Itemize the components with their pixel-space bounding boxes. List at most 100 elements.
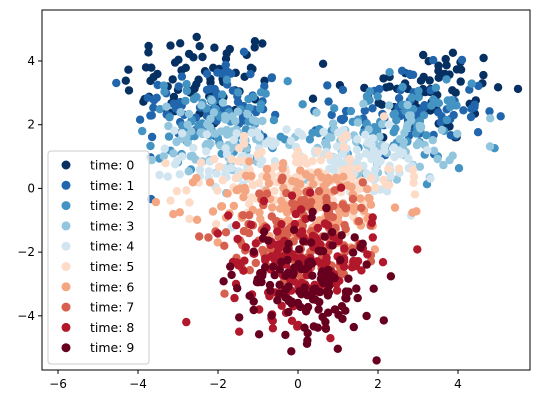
data-point (373, 92, 382, 101)
data-point (348, 194, 358, 204)
data-point (445, 102, 455, 112)
data-point (210, 43, 219, 52)
data-point (138, 126, 147, 136)
data-point (345, 163, 355, 172)
data-point (224, 211, 233, 220)
data-point (202, 69, 212, 79)
data-point (205, 122, 215, 132)
data-point (244, 94, 253, 104)
data-point (429, 146, 439, 155)
data-point (362, 260, 371, 269)
data-point (330, 305, 340, 314)
data-point (296, 157, 305, 167)
data-point (322, 257, 331, 266)
data-point (354, 217, 364, 226)
data-point (336, 183, 346, 192)
data-point (375, 132, 384, 141)
data-point (202, 139, 212, 149)
data-point (372, 356, 381, 365)
data-point (177, 152, 187, 161)
data-point (336, 115, 346, 124)
data-point (213, 186, 222, 195)
data-point (306, 188, 315, 197)
data-point (147, 132, 157, 142)
data-point (470, 103, 479, 112)
data-point (384, 180, 394, 190)
data-point (213, 238, 222, 247)
legend-label: time: 7 (90, 300, 134, 315)
data-point (485, 107, 494, 116)
data-point (298, 100, 307, 109)
data-point (235, 313, 244, 322)
data-point (318, 59, 328, 68)
data-point (246, 69, 255, 79)
data-point (210, 154, 219, 164)
data-point (258, 116, 267, 126)
data-point (192, 92, 201, 102)
data-point (337, 231, 346, 240)
data-point (169, 209, 178, 219)
data-point (267, 212, 276, 221)
data-point (147, 155, 156, 165)
data-point (354, 164, 363, 173)
data-point (397, 66, 407, 76)
data-point (189, 143, 198, 153)
data-point (323, 308, 333, 317)
data-point (112, 78, 121, 88)
data-point (249, 297, 258, 306)
data-point (170, 126, 179, 135)
data-point (209, 108, 219, 117)
data-point (176, 39, 185, 48)
data-point (284, 297, 294, 306)
x-tick-label: 4 (454, 377, 462, 391)
data-point (270, 270, 279, 280)
data-point (195, 232, 204, 241)
data-point (357, 203, 366, 213)
data-point (347, 263, 357, 272)
data-point (448, 86, 457, 95)
data-point (485, 142, 495, 151)
data-point (429, 55, 438, 65)
data-point (414, 93, 423, 102)
data-point (229, 135, 238, 145)
y-tick-label: 0 (27, 181, 35, 195)
data-point (204, 167, 214, 176)
data-point (239, 131, 249, 141)
data-point (283, 255, 292, 265)
data-point (228, 112, 237, 121)
data-point (415, 162, 425, 171)
data-point (274, 244, 283, 253)
data-point (219, 277, 228, 286)
legend-marker (61, 201, 71, 211)
data-point (232, 186, 241, 195)
data-point (278, 159, 288, 168)
data-point (218, 90, 227, 99)
data-point (181, 63, 190, 72)
data-point (309, 180, 318, 189)
data-point (264, 136, 274, 145)
data-point (378, 258, 388, 267)
data-point (390, 152, 399, 162)
data-point (308, 207, 317, 217)
data-point (352, 145, 362, 154)
y-tick-label: 2 (27, 118, 35, 132)
data-point (309, 322, 318, 331)
data-point (241, 243, 250, 252)
data-point (153, 69, 162, 79)
data-point (309, 285, 318, 294)
data-point (248, 180, 258, 190)
data-point (183, 138, 192, 147)
data-point (379, 112, 389, 121)
data-point (398, 82, 407, 92)
legend-marker (61, 221, 71, 231)
data-point (174, 82, 183, 91)
data-point (249, 305, 258, 315)
data-point (221, 228, 231, 237)
data-point (333, 344, 342, 353)
data-point (190, 83, 199, 93)
data-point (267, 73, 276, 83)
data-point (232, 221, 241, 230)
data-point (380, 146, 389, 156)
data-point (270, 186, 279, 196)
data-point (221, 67, 230, 76)
